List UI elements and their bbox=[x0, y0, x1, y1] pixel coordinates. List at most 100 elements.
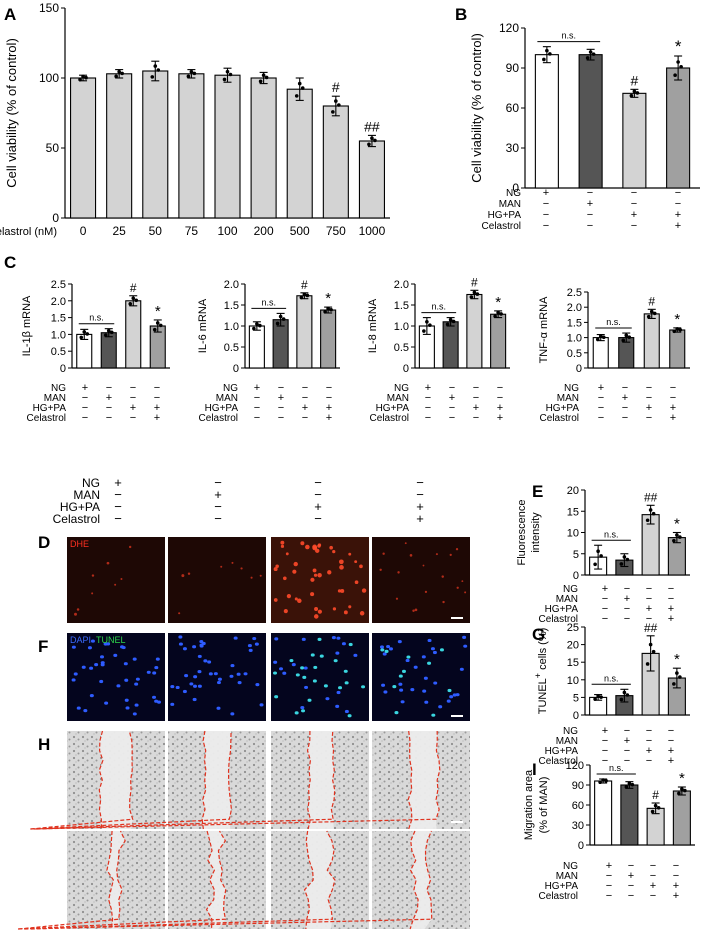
chart-G: 0 5 10 15 20 25 TUNEL+ cells (%) ## * n.s. G bbox=[532, 621, 690, 722]
tunel-positive-nucleus bbox=[447, 688, 452, 693]
condition-sign: + bbox=[668, 745, 674, 757]
condition-sign: − bbox=[278, 402, 284, 414]
condition-sign: − bbox=[587, 209, 593, 221]
condition-sign: − bbox=[606, 870, 612, 882]
fluorescent-spot bbox=[338, 559, 344, 565]
image-background bbox=[271, 633, 369, 721]
condition-sign: − bbox=[326, 382, 332, 394]
nucleus bbox=[405, 658, 410, 663]
ns-label: n.s. bbox=[604, 529, 619, 539]
bar bbox=[248, 325, 265, 369]
condition-sign: − bbox=[326, 392, 332, 404]
data-point bbox=[81, 74, 85, 79]
data-point bbox=[152, 327, 157, 332]
nucleus bbox=[207, 660, 212, 664]
condition-sign: + bbox=[154, 402, 160, 414]
y-tick-label: 120 bbox=[566, 760, 584, 772]
fluorescent-spot bbox=[332, 549, 336, 554]
condition-sign: − bbox=[254, 402, 260, 414]
tunel-label: TUNEL bbox=[96, 635, 126, 645]
condition-sign: − bbox=[254, 412, 260, 424]
condition-sign: − bbox=[473, 412, 479, 424]
data-point bbox=[598, 780, 602, 784]
condition-sign: − bbox=[668, 725, 674, 737]
data-point bbox=[651, 649, 656, 654]
fluorescent-spot bbox=[220, 565, 223, 568]
data-point bbox=[103, 333, 108, 337]
nucleus bbox=[233, 636, 238, 640]
condition-sign: + bbox=[314, 499, 322, 514]
condition-sign: + bbox=[670, 412, 676, 424]
condition-sign: − bbox=[114, 511, 122, 526]
data-point bbox=[294, 94, 299, 98]
data-point bbox=[258, 323, 262, 328]
condition-label: NG bbox=[51, 383, 66, 394]
data-point bbox=[672, 329, 677, 334]
data-point bbox=[593, 697, 597, 701]
y-tick-label: 2.5 bbox=[51, 279, 66, 291]
significance-mark: * bbox=[495, 294, 501, 311]
condition-sign: − bbox=[302, 412, 308, 424]
condition-sign: − bbox=[646, 382, 652, 394]
condition-sign: + bbox=[631, 209, 637, 221]
condition-sign: − bbox=[278, 412, 284, 424]
tunel-positive-nucleus bbox=[439, 648, 444, 652]
y-tick-label: 0 bbox=[233, 363, 239, 375]
condition-sign: + bbox=[675, 209, 681, 221]
nucleus bbox=[427, 638, 432, 643]
condition-sign: − bbox=[628, 860, 634, 872]
data-point bbox=[629, 93, 634, 98]
y-tick-label: 2.0 bbox=[394, 279, 409, 291]
nucleus bbox=[452, 693, 457, 697]
data-point bbox=[334, 99, 338, 103]
nucleus bbox=[273, 660, 278, 664]
nucleus bbox=[341, 642, 346, 646]
condition-sign: − bbox=[449, 382, 455, 394]
nucleus bbox=[192, 684, 197, 688]
data-point bbox=[451, 319, 456, 324]
data-point bbox=[651, 511, 656, 516]
chart-E: 0 5 10 15 20 Fluorescence intensity ## * n.s. E bbox=[516, 482, 690, 582]
fluorescent-spot bbox=[297, 598, 302, 604]
data-point bbox=[598, 334, 603, 338]
condition-label: Celastrol bbox=[539, 756, 578, 767]
data-point bbox=[329, 307, 333, 312]
data-point bbox=[619, 562, 624, 566]
data-point bbox=[106, 328, 111, 333]
condition-sign: − bbox=[624, 603, 630, 615]
wound-edge-right bbox=[18, 830, 227, 930]
fluorescent-spot bbox=[354, 560, 358, 564]
condition-label: NG bbox=[564, 383, 579, 394]
y-tick-label: 0.5 bbox=[224, 342, 239, 354]
condition-sign: − bbox=[624, 745, 630, 757]
tunel-image bbox=[372, 633, 470, 721]
tunel-positive-nucleus bbox=[323, 684, 328, 688]
condition-sign: − bbox=[646, 735, 652, 747]
nucleus bbox=[230, 663, 235, 668]
tunel-positive-nucleus bbox=[380, 648, 385, 652]
condition-label: NG bbox=[563, 584, 578, 595]
data-point bbox=[627, 781, 632, 786]
fluorescent-spot bbox=[312, 544, 317, 550]
ns-label: n.s. bbox=[89, 313, 104, 323]
wound-gap bbox=[408, 731, 440, 829]
significance-mark: # bbox=[648, 294, 655, 308]
data-point bbox=[499, 312, 503, 316]
wound-healing-image bbox=[30, 730, 165, 830]
condition-sign: − bbox=[628, 880, 634, 892]
y-axis-label-line1: Fluorescence bbox=[516, 499, 528, 565]
condition-label: NG bbox=[82, 476, 100, 490]
tunel-positive-nucleus bbox=[427, 661, 432, 665]
data-point bbox=[677, 791, 681, 796]
nucleus bbox=[303, 666, 308, 670]
y-axis-label: TUNEL+ cells (%) bbox=[533, 628, 549, 715]
condition-sign: − bbox=[646, 412, 652, 424]
condition-label: MAN bbox=[216, 393, 238, 404]
nucleus bbox=[94, 663, 99, 667]
condition-sign: − bbox=[598, 402, 604, 414]
nucleus bbox=[132, 657, 137, 661]
fluorescent-spot bbox=[187, 572, 191, 575]
condition-sign: + bbox=[154, 412, 160, 424]
data-point bbox=[593, 562, 597, 567]
tunel-image bbox=[168, 633, 266, 721]
